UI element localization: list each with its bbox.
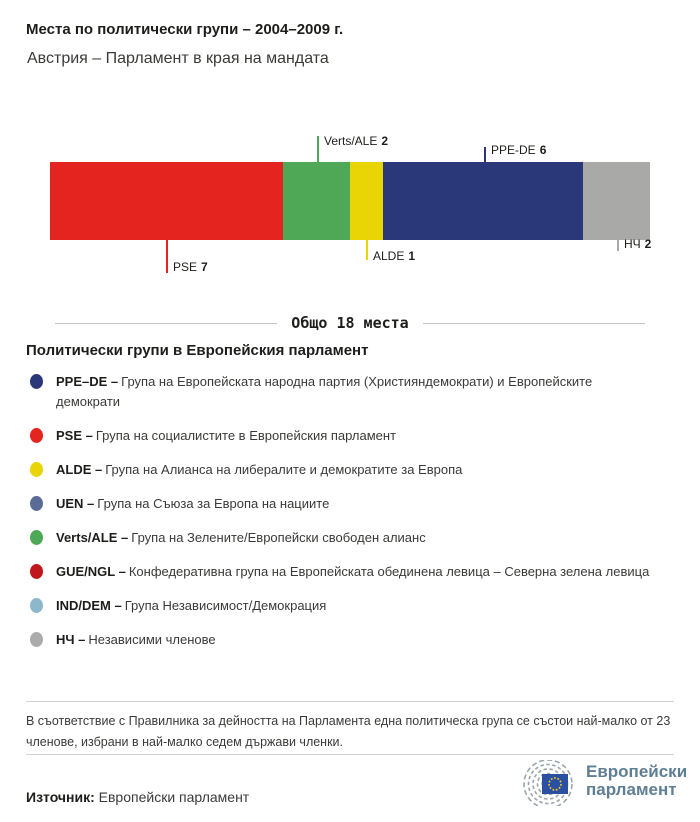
bar-label-ppe-de: PPE-DE 6 [491,143,546,157]
bar-segment-pse [50,162,284,240]
total-rule-right [422,322,645,324]
legend-abbr-uen: UEN – [56,496,95,511]
legend-desc-verts-ale: Група на Зелените/Европейски свободен ал… [131,530,426,545]
leader-line-ppe-de [484,147,486,162]
legend-dot-ppe-de [30,374,43,389]
bar-label-alde: ALDE 1 [373,249,415,263]
bar-label-verts-ale-name: Verts/ALE [324,134,378,148]
legend-item-uen: UEN – Група на Съюза за Европа на нациите [30,494,675,514]
legend-item-pse: PSE – Група на социалистите в Европейския… [30,426,675,446]
legend-item-gue-ngl: GUE/NGL – Конфедеративна група на Европей… [30,562,675,582]
bar-label-verts-ale-value: 2 [381,134,389,148]
legend-dot-ind-dem [30,598,43,613]
legend-abbr-alde: ALDE – [56,462,103,477]
bar-segment-нч [583,162,650,240]
legend-desc-pse: Група на социалистите в Европейския парл… [95,428,397,443]
legend-desc-ind-dem: Група Независимост/Демокрация [124,598,327,613]
bar-label-nch-value: 2 [644,237,652,251]
legend-dot-gue-ngl [30,564,43,579]
bar-label-pse-value: 7 [201,260,208,274]
divider-top [26,701,674,702]
legend-text-ppe-de: PPE–DE – Група на Европейската народна па… [56,372,651,412]
legend-dot-nch [30,632,43,647]
legend-abbr-ppe-de: PPE–DE – [56,374,119,389]
legend-desc-alde: Група на Алианса на либералите и демокра… [105,462,463,477]
ep-hemicycle-icon [523,760,573,806]
legend-desc-ppe-de: Група на Европейската народна партия (Хр… [56,374,593,409]
bar-label-nch: НЧ 2 [624,237,651,251]
legend-text-uen: UEN – Група на Съюза за Европа на нациите [56,494,329,514]
bar-label-nch-name: НЧ [624,237,641,251]
total-rule-left [55,322,278,324]
leader-line-verts-ale [317,136,319,162]
legend-text-verts-ale: Verts/ALE – Група на Зелените/Европейски … [56,528,426,548]
legend-abbr-pse: PSE – [56,428,93,443]
legend-text-gue-ngl: GUE/NGL – Конфедеративна група на Европей… [56,562,649,582]
bar-segment-ppe-de [383,162,584,240]
legend-item-ind-dem: IND/DEM – Група Независимост/Демокрация [30,596,675,616]
ep-logo-line2: парламент [586,780,677,799]
legend: PPE–DE – Група на Европейската народна па… [30,372,675,664]
legend-dot-alde [30,462,43,477]
bar-label-pse-name: PSE [173,260,198,274]
legend-item-verts-ale: Verts/ALE – Група на Зелените/Европейски … [30,528,675,548]
legend-text-alde: ALDE – Група на Алианса на либералите и д… [56,460,462,480]
legend-heading: Политически групи в Европейския парламен… [26,342,369,359]
legend-item-ppe-de: PPE–DE – Група на Европейската народна па… [30,372,675,412]
leader-line-pse [166,240,168,273]
stacked-bar [50,162,650,240]
bar-label-verts-ale: Verts/ALE 2 [324,134,388,148]
page-title: Места по политически групи – 2004–2009 г… [26,21,344,38]
legend-desc-nch: Независими членове [88,632,216,647]
legend-abbr-ind-dem: IND/DEM – [56,598,122,613]
footnote: В съответствие с Правилника за дейността… [26,714,671,749]
bar-label-pse: PSE 7 [173,260,208,274]
leader-line-alde [366,240,368,260]
legend-item-nch: НЧ – Независими членове [30,630,675,650]
ep-logo-text: Европейски парламент [586,760,687,799]
bar-label-ppe-de-name: PPE-DE [491,143,536,157]
eu-flag-icon [542,774,568,794]
divider-bottom [26,754,674,755]
source-label: Източник: [26,789,95,805]
total-seats-label: Общо 18 места [291,314,409,332]
legend-desc-uen: Група на Съюза за Европа на нациите [97,496,330,511]
legend-text-pse: PSE – Група на социалистите в Европейския… [56,426,396,446]
legend-desc-gue-ngl: Конфедеративна група на Европейската обе… [128,564,650,579]
leader-line-nch [617,240,619,251]
legend-dot-uen [30,496,43,511]
page-subtitle: Австрия – Парламент в края на мандата [27,50,329,67]
ep-logo-line1: Европейски [586,762,688,781]
bar-label-alde-value: 1 [408,249,416,263]
legend-abbr-gue-ngl: GUE/NGL – [56,564,126,579]
bar-segment-alde [350,162,384,240]
source-value: Европейски парламент [94,789,250,805]
legend-abbr-nch: НЧ – [56,632,86,647]
bar-label-ppe-de-value: 6 [539,143,547,157]
bar-segment-verts-ale [283,162,350,240]
legend-text-nch: НЧ – Независими членове [56,630,216,650]
bar-label-alde-name: ALDE [373,249,405,263]
legend-dot-verts-ale [30,530,43,545]
legend-text-ind-dem: IND/DEM – Група Независимост/Демокрация [56,596,326,616]
source-line: Източник: Европейски парламент [26,789,249,805]
total-seats-row: Общо 18 места [55,314,645,332]
legend-item-alde: ALDE – Група на Алианса на либералите и д… [30,460,675,480]
seats-chart: Verts/ALE 2 PPE-DE 6 ALDE 1 PSE 7 НЧ 2 [0,130,700,314]
european-parliament-logo: Европейски парламент [512,760,687,806]
legend-dot-pse [30,428,43,443]
legend-abbr-verts-ale: Verts/ALE – [56,530,129,545]
